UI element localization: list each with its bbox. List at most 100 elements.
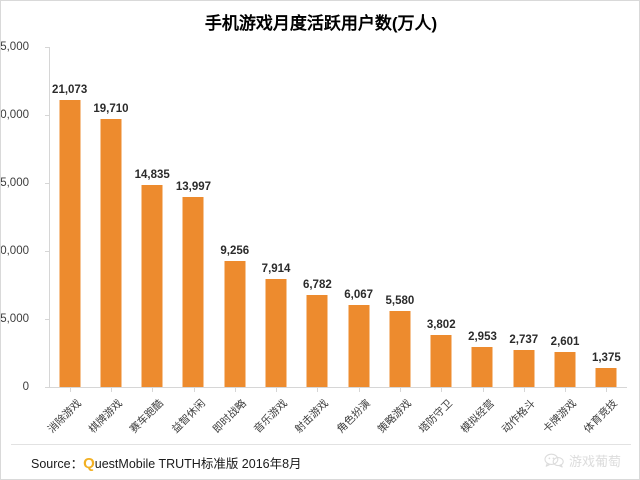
x-axis-tick-label-text: 塔防守卫 — [416, 397, 456, 436]
x-axis-tick-label-text: 益智休闲 — [169, 397, 208, 436]
x-axis-tick-label-text: 角色扮演 — [334, 397, 373, 436]
bar-value-label: 14,835 — [134, 169, 170, 182]
x-axis-tick-label-text: 模拟经营 — [458, 397, 497, 436]
y-axis-tick-label: 20,000 — [0, 109, 29, 121]
bar-value-label: 1,375 — [591, 352, 621, 365]
x-axis-tick-label: 音乐游戏 — [250, 396, 290, 436]
x-axis-tick-label-text: 音乐游戏 — [251, 397, 290, 436]
x-axis-tick-label-text: 体育竞技 — [582, 397, 621, 436]
x-axis-tick-label-text: 射击游戏 — [293, 397, 332, 436]
bar-item[interactable]: 21,073 — [49, 47, 90, 387]
x-axis-tick-label: 赛车跑酷 — [127, 396, 167, 436]
x-axis-tick-mark — [482, 388, 484, 392]
x-axis-tick-label-text: 棋牌游戏 — [86, 397, 125, 436]
bar-item[interactable]: 2,737 — [503, 47, 544, 387]
y-axis-tick-label: 15,000 — [0, 177, 29, 189]
x-axis-tick-label-text: 策略游戏 — [375, 397, 414, 436]
bar[interactable] — [513, 349, 535, 387]
bar-item[interactable]: 6,067 — [338, 47, 379, 387]
x-axis-tick-label: 即时战略 — [209, 396, 249, 436]
y-axis-tick-mark — [45, 319, 49, 320]
bar-value-label: 2,953 — [468, 330, 497, 343]
bar-item[interactable]: 14,835 — [132, 47, 173, 387]
x-axis-tick-label: 动作格斗 — [498, 396, 538, 436]
x-axis-tick-mark — [276, 388, 278, 392]
x-axis-tick-label: 塔防守卫 — [416, 396, 456, 436]
y-axis-tick-mark — [45, 115, 49, 116]
bar-value-label: 6,067 — [344, 288, 374, 301]
x-axis-tick-label: 模拟经营 — [457, 396, 497, 436]
footer-divider — [11, 444, 631, 445]
source-brand-label: uestMobile TRUTH标准版 2016年8月 — [94, 457, 302, 471]
bar-value-label: 7,914 — [261, 263, 291, 276]
bar-item[interactable]: 2,953 — [462, 47, 503, 387]
x-axis-tick-label-text: 即时战略 — [210, 397, 249, 436]
x-axis-tick-label-text: 动作格斗 — [499, 397, 538, 436]
x-axis-tick-mark — [152, 388, 154, 392]
plot-area: 0 5,000 10,000 15,000 20,000 25,000 21,073 19,… — [1, 41, 627, 436]
bar[interactable] — [265, 279, 287, 387]
bar[interactable] — [224, 261, 246, 387]
x-axis-tick-mark — [606, 388, 608, 392]
bar-value-label: 2,737 — [509, 333, 539, 346]
x-axis-tick-mark — [399, 388, 401, 392]
x-axis-tick-mark — [317, 388, 319, 392]
x-axis-tick-mark — [565, 388, 567, 392]
bar-item[interactable]: 7,914 — [255, 47, 296, 387]
x-axis-tick-mark — [110, 388, 112, 392]
bar-value-label: 13,997 — [175, 180, 212, 193]
x-axis-tick-mark — [441, 388, 443, 392]
y-axis-tick-mark — [45, 47, 49, 48]
bar-item[interactable]: 13,997 — [173, 47, 214, 387]
y-axis-tick-label: 25,000 — [0, 41, 29, 53]
bar-value-label: 6,782 — [302, 278, 332, 291]
bar[interactable] — [182, 196, 204, 387]
x-axis-tick-label: 射击游戏 — [292, 396, 332, 436]
bar-item[interactable]: 9,256 — [214, 47, 255, 387]
wechat-bubble-icon — [544, 453, 564, 468]
x-axis-tick-mark — [234, 388, 236, 392]
y-axis-tick-label: 10,000 — [0, 245, 29, 257]
x-axis-tick-label: 益智休闲 — [168, 396, 208, 436]
bar[interactable] — [389, 311, 411, 387]
watermark-label: 游戏葡萄 — [568, 454, 621, 469]
bar[interactable] — [348, 304, 370, 387]
y-axis-tick-label: 0 — [22, 381, 29, 393]
x-axis-tick-label: 角色扮演 — [333, 396, 373, 436]
bar-item[interactable]: 2,601 — [544, 47, 585, 387]
x-axis-tick-label: 棋牌游戏 — [85, 396, 125, 436]
bar-value-label: 19,710 — [93, 102, 129, 115]
bar-item[interactable]: 1,375 — [586, 47, 627, 387]
bar[interactable] — [471, 346, 493, 387]
page-title: 手机游戏月度活跃用户数(万人) — [204, 14, 438, 33]
bar[interactable] — [100, 118, 122, 387]
bar-value-label: 21,073 — [52, 84, 88, 97]
x-axis-tick-label: 卡牌游戏 — [539, 396, 579, 436]
bar[interactable] — [595, 368, 617, 387]
bar-item[interactable]: 5,580 — [379, 47, 420, 387]
bar[interactable] — [306, 294, 328, 387]
x-axis-line — [49, 387, 627, 388]
x-axis-tick-mark — [358, 388, 360, 392]
bar-item[interactable]: 3,802 — [421, 47, 462, 387]
y-axis-tick-label: 5,000 — [0, 313, 29, 325]
bar-item[interactable]: 6,782 — [297, 47, 338, 387]
x-axis-tick-label: 消除游戏 — [44, 396, 84, 436]
x-axis-tick-label-text: 赛车跑酷 — [127, 397, 167, 436]
y-axis-line — [49, 47, 50, 387]
bar[interactable] — [554, 351, 576, 387]
source-prefix-label: Source： — [31, 457, 84, 471]
bar[interactable] — [430, 335, 452, 387]
x-axis-tick-label-text: 消除游戏 — [45, 397, 84, 436]
bar[interactable] — [59, 100, 81, 387]
x-axis-tick-mark — [193, 388, 195, 392]
bar-value-label: 3,802 — [426, 319, 456, 332]
x-axis-tick-label: 体育竞技 — [581, 396, 621, 436]
x-axis-tick-mark — [69, 388, 71, 392]
y-axis-tick-mark — [45, 183, 49, 184]
watermark: 游戏葡萄 — [544, 451, 621, 470]
bar-item[interactable]: 19,710 — [90, 47, 131, 387]
y-axis-tick-mark — [45, 251, 49, 252]
bar[interactable] — [141, 185, 163, 387]
